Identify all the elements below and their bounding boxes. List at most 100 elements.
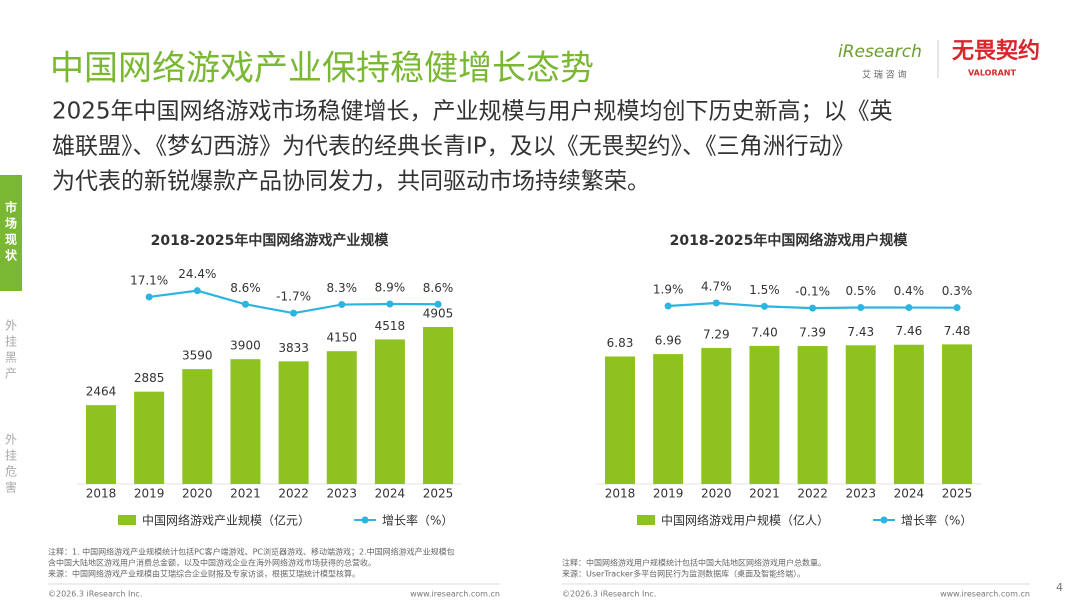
chart-title: 2018-2025年中国网络游戏用户规模: [670, 232, 909, 249]
line-point: [953, 304, 961, 312]
url: www.iresearch.com.cn: [940, 590, 1030, 599]
data-label: 0.4%: [894, 284, 925, 298]
x-tick-label: 2021: [749, 487, 780, 501]
copyright: ©2026.3 iResearch Inc.: [48, 590, 142, 599]
data-label: 3900: [230, 339, 261, 353]
data-label: 8.3%: [327, 281, 358, 295]
x-tick-label: 2021: [230, 487, 261, 501]
legend-swatch: [118, 515, 136, 525]
line-point: [809, 304, 817, 312]
note: 来源：UserTracker多平台网民行为监测数据库（桌面及智能终端）。: [562, 569, 805, 579]
bar: [605, 356, 635, 484]
x-tick-label: 2025: [942, 487, 973, 501]
data-label: 4905: [423, 307, 454, 321]
copyright: ©2026.3 iResearch Inc.: [562, 590, 656, 599]
x-tick-label: 2019: [134, 487, 165, 501]
note: 含中国大陆地区游戏用户消费总金额，以及中国游戏企业在海外网络游戏市场获得的总营收…: [48, 558, 376, 568]
bar: [797, 346, 828, 484]
legend-swatch: [880, 516, 888, 524]
line-point: [193, 287, 201, 295]
paragraph-line: 雄联盟》、《梦幻西游》为代表的经典长青IP，及以《无畏契约》、《三角洲行动》: [52, 134, 855, 160]
data-label: 6.96: [655, 334, 682, 348]
data-label: 0.3%: [942, 284, 973, 298]
chart-title: 2018-2025年中国网络游戏产业规模: [151, 232, 390, 249]
data-label: 7.43: [847, 325, 874, 339]
data-label: 24.4%: [178, 267, 216, 281]
line-point: [338, 301, 346, 309]
game-logo: 无畏契约: [952, 38, 1040, 64]
bar: [374, 339, 405, 484]
bar: [278, 361, 309, 484]
data-label: 3590: [182, 349, 213, 363]
bar: [134, 391, 165, 484]
line-point: [857, 303, 865, 311]
x-tick-label: 2020: [182, 487, 213, 501]
x-tick-label: 2023: [845, 487, 876, 501]
bar: [230, 359, 261, 484]
data-label: 7.48: [944, 324, 971, 338]
data-label: 2464: [86, 385, 117, 399]
bar: [701, 347, 732, 484]
paragraph-line: 2025年中国网络游戏市场稳健增长，产业规模与用户规模均创下历史新高；以《英: [52, 99, 893, 125]
data-label: 7.46: [896, 324, 923, 338]
line-point: [664, 302, 672, 310]
data-label: 7.29: [703, 327, 730, 341]
bar: [749, 345, 780, 484]
legend-swatch: [637, 515, 655, 525]
legend-label: 中国网络游戏产业规模（亿元）: [142, 513, 310, 528]
x-tick-label: 2024: [894, 487, 925, 501]
x-tick-label: 2018: [605, 487, 636, 501]
data-label: 8.6%: [230, 281, 261, 295]
note: 注释：1. 中国网络游戏产业规模统计包括PC客户端游戏、PC浏览器游戏、移动端游…: [48, 547, 455, 557]
data-label: 1.9%: [653, 282, 684, 296]
note: 来源：中国网络游戏产业规模由艾瑞综合企业财报及专家访谈，根据艾瑞统计模型核算。: [48, 569, 360, 579]
x-tick-label: 2018: [86, 487, 117, 501]
x-tick-label: 2020: [701, 487, 732, 501]
legend-label: 增长率（%）: [382, 513, 453, 528]
line-point: [241, 300, 249, 308]
legend-label: 中国网络游戏用户规模（亿人）: [661, 513, 829, 528]
data-label: 17.1%: [130, 273, 168, 287]
nav-item[interactable]: 外挂黑产: [3, 319, 18, 383]
data-label: 2885: [134, 371, 165, 385]
page-number: 4: [1056, 581, 1063, 594]
data-label: 1.5%: [749, 283, 780, 297]
legend-swatch: [361, 516, 369, 524]
bar: [423, 327, 454, 484]
line-point: [760, 302, 768, 310]
x-tick-label: 2025: [423, 487, 454, 501]
line-point: [290, 309, 298, 317]
data-label: 3833: [278, 341, 309, 355]
data-label: -0.1%: [795, 285, 830, 299]
nav-item[interactable]: 外挂危害: [3, 433, 18, 497]
x-tick-label: 2022: [278, 487, 309, 501]
x-tick-label: 2022: [797, 487, 828, 501]
logo: iResearch: [838, 42, 922, 62]
x-tick-label: 2019: [653, 487, 684, 501]
bar: [182, 369, 213, 484]
data-label: 0.5%: [846, 284, 877, 298]
bar: [326, 351, 357, 484]
data-label: 4518: [375, 319, 406, 333]
bar: [845, 345, 876, 484]
legend-label: 增长率（%）: [901, 513, 972, 528]
bar: [942, 344, 973, 484]
data-label: -1.7%: [276, 290, 311, 304]
url: www.iresearch.com.cn: [410, 590, 500, 599]
data-label: 7.40: [751, 325, 778, 339]
bar: [893, 344, 924, 484]
line-point: [712, 299, 720, 307]
bar: [86, 405, 116, 484]
game-logo-sub: VALORANT: [968, 69, 1017, 78]
note: 注释：中国网络游戏用户规模统计包括中国大陆地区网络游戏用户总数量。: [562, 558, 826, 568]
data-label: 7.39: [799, 326, 826, 340]
nav-active[interactable]: 市场现状: [0, 175, 22, 291]
line-point: [434, 300, 442, 308]
logo-sub: 艾 瑞 咨 询: [862, 69, 907, 81]
line-point: [145, 293, 153, 301]
data-label: 8.6%: [423, 281, 454, 295]
data-label: 8.9%: [375, 281, 406, 295]
line-point: [905, 304, 913, 312]
data-label: 4.7%: [701, 279, 732, 293]
